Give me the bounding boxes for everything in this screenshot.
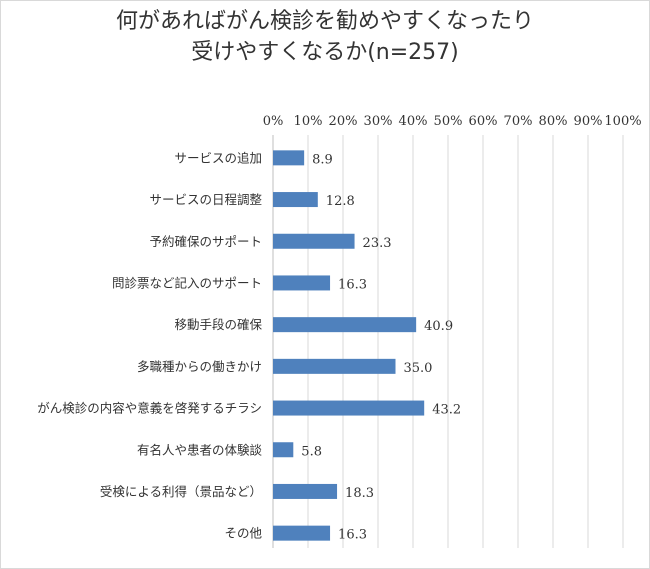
category-label: 移動手段の確保 xyxy=(174,317,262,332)
category-label: サービスの追加 xyxy=(174,150,262,165)
category-label: サービスの日程調整 xyxy=(149,192,262,207)
category-label: がん検診の内容や意義を啓発するチラシ xyxy=(37,401,262,416)
category-label: 予約確保のサポート xyxy=(149,234,262,249)
data-label: 40.9 xyxy=(424,319,453,334)
data-label: 5.8 xyxy=(301,444,322,459)
chart-title-line-2: 受けやすくなるか(n=257) xyxy=(191,40,459,65)
x-tick-label: 80% xyxy=(539,114,568,129)
data-label: 12.8 xyxy=(326,194,355,209)
chart-title: 何があればがん検診を勧めやすくなったり 受けやすくなるか(n=257) xyxy=(0,6,650,68)
data-label: 16.3 xyxy=(338,277,367,292)
bar xyxy=(273,150,305,166)
data-label: 43.2 xyxy=(432,403,461,418)
data-label: 18.3 xyxy=(345,486,374,501)
bar xyxy=(273,192,318,208)
x-tick-label: 40% xyxy=(399,114,428,129)
x-tick-label: 100% xyxy=(604,114,641,129)
x-tick-label: 60% xyxy=(469,114,498,129)
category-label: 問診票など記入のサポート xyxy=(112,275,262,290)
x-tick-label: 0% xyxy=(263,114,284,129)
bar xyxy=(273,317,417,333)
chart-title-line-1: 何があればがん検診を勧めやすくなったり xyxy=(115,9,534,34)
bar xyxy=(273,483,338,499)
data-label: 16.3 xyxy=(338,528,367,543)
category-label: 受検による利得（景品など） xyxy=(100,484,262,499)
data-label: 23.3 xyxy=(363,236,392,251)
category-label: 多職種からの働きかけ xyxy=(137,359,262,374)
bar xyxy=(273,275,331,291)
bar xyxy=(273,400,425,416)
x-tick-label: 10% xyxy=(294,114,323,129)
bar xyxy=(273,525,331,541)
x-tick-label: 70% xyxy=(504,114,533,129)
x-tick-label: 50% xyxy=(434,114,463,129)
x-tick-label: 30% xyxy=(364,114,393,129)
bar xyxy=(273,233,355,249)
data-label: 35.0 xyxy=(404,361,433,376)
bar xyxy=(273,358,396,374)
data-label: 8.9 xyxy=(312,152,333,167)
x-tick-label: 20% xyxy=(329,114,358,129)
bar xyxy=(273,442,294,458)
category-label: その他 xyxy=(224,526,262,541)
x-tick-label: 90% xyxy=(574,114,603,129)
category-label: 有名人や患者の体験談 xyxy=(137,442,263,457)
